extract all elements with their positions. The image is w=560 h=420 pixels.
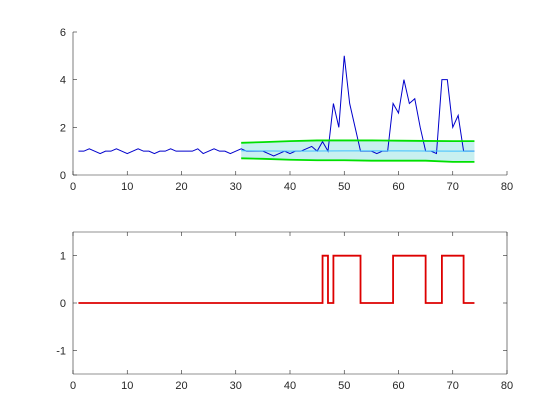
y-tick-label: 1 <box>60 251 66 263</box>
series-line-1 <box>241 139 475 144</box>
x-tick-label: 50 <box>338 380 350 392</box>
x-tick-label: 30 <box>230 181 242 193</box>
x-tick-label: 40 <box>284 181 296 193</box>
x-tick-label: 0 <box>70 380 76 392</box>
x-tick-label: 10 <box>121 380 133 392</box>
x-tick-label: 20 <box>175 380 187 392</box>
x-tick-label: 20 <box>175 181 187 193</box>
x-tick-label: 60 <box>392 181 404 193</box>
x-tick-label: 0 <box>70 181 76 193</box>
x-tick-label: 30 <box>230 380 242 392</box>
x-tick-label: 50 <box>338 181 350 193</box>
x-tick-label: 80 <box>501 181 513 193</box>
y-tick-label: 4 <box>60 75 66 87</box>
y-tick-label: 0 <box>60 170 66 182</box>
top-plot-axes: 0 10 20 30 40 50 60 70 80 0 2 4 6 <box>60 27 513 193</box>
x-tick-label: 70 <box>447 380 459 392</box>
x-tick-label: 80 <box>501 380 513 392</box>
series-line-2 <box>241 157 475 163</box>
y-tick-label: 0 <box>60 298 66 310</box>
y-tick-label: -1 <box>56 345 66 357</box>
series-line-0 <box>78 254 475 304</box>
x-tick-label: 40 <box>284 380 296 392</box>
x-tick-label: 60 <box>392 380 404 392</box>
x-tick-label: 70 <box>447 181 459 193</box>
y-tick-label: 2 <box>60 122 66 134</box>
bottom-plot-axes: 0 10 20 30 40 50 60 70 80 -1 0 1 <box>56 231 513 392</box>
x-tick-label: 10 <box>121 181 133 193</box>
series-line-0 <box>78 55 475 157</box>
y-tick-label: 6 <box>60 27 66 39</box>
